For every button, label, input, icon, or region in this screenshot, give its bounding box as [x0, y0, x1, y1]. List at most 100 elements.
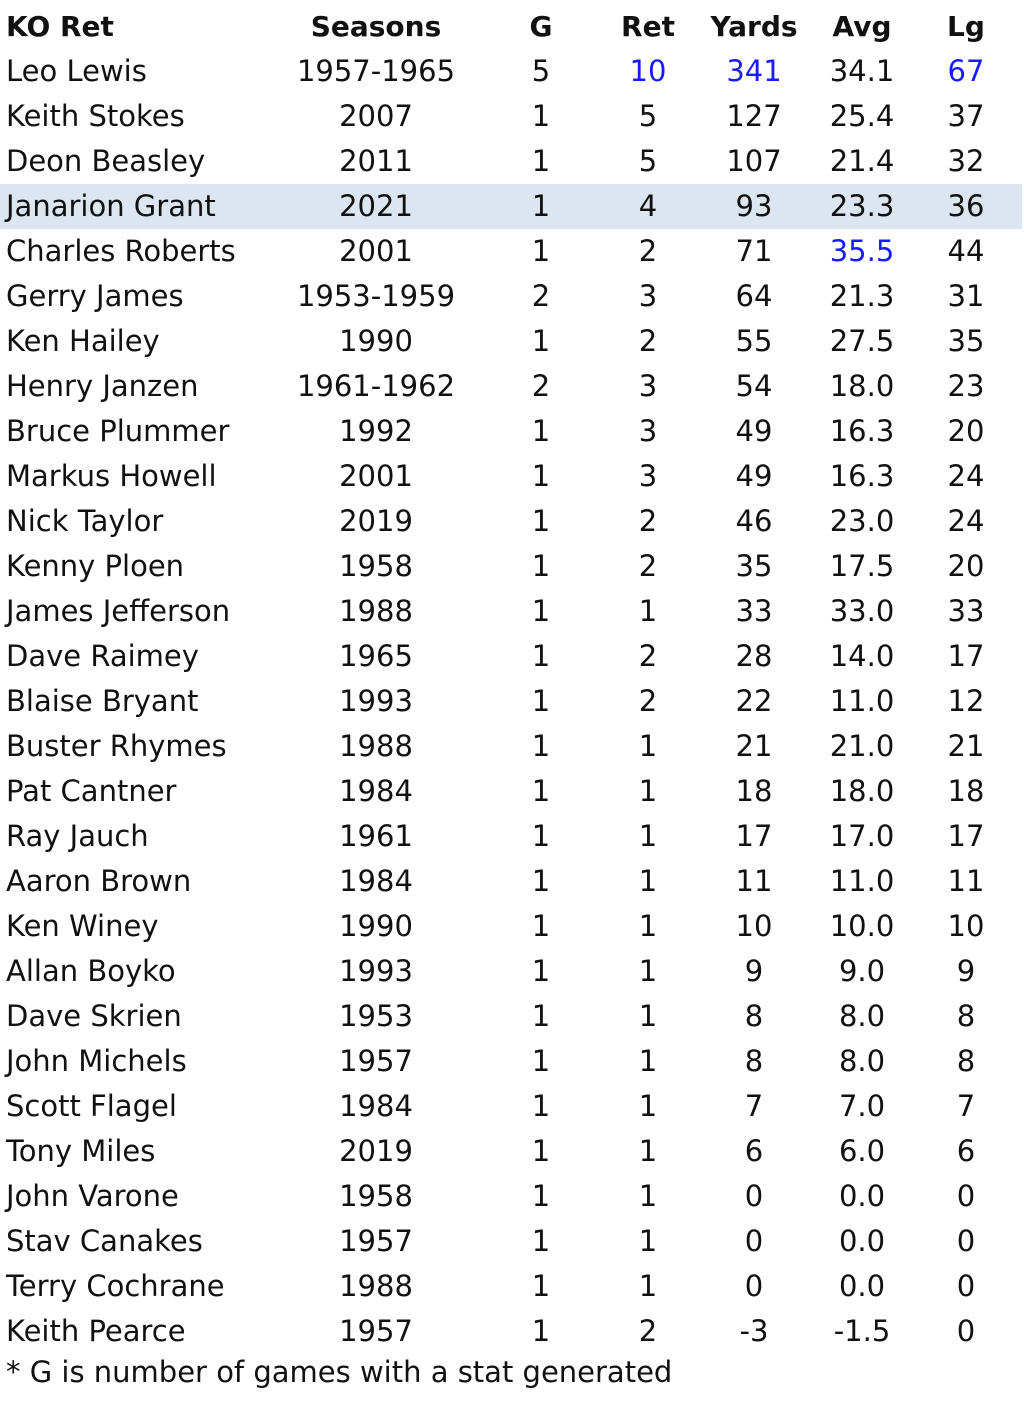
- games-cell: 1: [480, 994, 602, 1039]
- long-cell: 32: [910, 139, 1022, 184]
- long-cell: 20: [910, 409, 1022, 454]
- player-name: Kenny Ploen: [0, 544, 272, 589]
- header-avg: Avg: [832, 10, 892, 43]
- table-row: Keith Stokes 2007 1 5 127 25.4 37: [0, 94, 1022, 139]
- player-name: Pat Cantner: [0, 769, 272, 814]
- games-cell: 1: [480, 859, 602, 904]
- returns-cell: 1: [602, 1219, 694, 1264]
- yards-cell: 18: [694, 769, 814, 814]
- table-row: Aaron Brown 1984 1 1 11 11.0 11: [0, 859, 1022, 904]
- seasons-cell: 1993: [272, 949, 480, 994]
- table-row: Henry Janzen 1961-1962 2 3 54 18.0 23: [0, 364, 1022, 409]
- player-name: Blaise Bryant: [0, 679, 272, 724]
- player-name: Janarion Grant: [0, 184, 272, 229]
- header-g: G: [529, 10, 553, 43]
- seasons-cell: 1993: [272, 679, 480, 724]
- yards-cell: 0: [694, 1174, 814, 1219]
- table-body: Leo Lewis 1957-1965 5 10 341 34.1 67 Keith Stok…: [0, 49, 1022, 1354]
- games-cell: 1: [480, 229, 602, 274]
- yards-cell: 49: [694, 409, 814, 454]
- yards-cell: 35: [694, 544, 814, 589]
- games-cell: 5: [480, 49, 602, 94]
- table-row: Terry Cochrane 1988 1 1 0 0.0 0: [0, 1264, 1022, 1309]
- table-row: Allan Boyko 1993 1 1 9 9.0 9: [0, 949, 1022, 994]
- table-row: Buster Rhymes 1988 1 1 21 21.0 21: [0, 724, 1022, 769]
- games-cell: 1: [480, 1174, 602, 1219]
- seasons-cell: 1961: [272, 814, 480, 859]
- games-cell: 1: [480, 1084, 602, 1129]
- table-row: Nick Taylor 2019 1 2 46 23.0 24: [0, 499, 1022, 544]
- average-cell: 21.3: [814, 274, 910, 319]
- average-cell: 35.5: [814, 229, 910, 274]
- player-name: Ken Hailey: [0, 319, 272, 364]
- seasons-cell: 1990: [272, 904, 480, 949]
- player-name: Nick Taylor: [0, 499, 272, 544]
- games-cell: 1: [480, 904, 602, 949]
- table-row: Kenny Ploen 1958 1 2 35 17.5 20: [0, 544, 1022, 589]
- returns-cell: 5: [602, 94, 694, 139]
- long-cell: 12: [910, 679, 1022, 724]
- average-cell: 23.0: [814, 499, 910, 544]
- header-seasons: Seasons: [310, 10, 442, 43]
- average-cell: 8.0: [814, 994, 910, 1039]
- average-cell: 21.0: [814, 724, 910, 769]
- average-cell: 17.0: [814, 814, 910, 859]
- games-cell: 1: [480, 769, 602, 814]
- games-cell: 1: [480, 1309, 602, 1354]
- average-cell: 18.0: [814, 769, 910, 814]
- returns-cell: 3: [602, 274, 694, 319]
- table-row: Stav Canakes 1957 1 1 0 0.0 0: [0, 1219, 1022, 1264]
- returns-cell: 2: [602, 229, 694, 274]
- long-cell: 0: [910, 1174, 1022, 1219]
- games-cell: 1: [480, 454, 602, 499]
- player-name: Markus Howell: [0, 454, 272, 499]
- table-row: Charles Roberts 2001 1 2 71 35.5 44: [0, 229, 1022, 274]
- yards-cell: 8: [694, 994, 814, 1039]
- player-name: Henry Janzen: [0, 364, 272, 409]
- returns-cell: 5: [602, 139, 694, 184]
- yards-cell: -3: [694, 1309, 814, 1354]
- average-cell: 21.4: [814, 139, 910, 184]
- returns-cell: 1: [602, 904, 694, 949]
- seasons-cell: 1988: [272, 724, 480, 769]
- returns-cell: 2: [602, 544, 694, 589]
- player-name: Deon Beasley: [0, 139, 272, 184]
- yards-cell: 49: [694, 454, 814, 499]
- long-cell: 18: [910, 769, 1022, 814]
- seasons-cell: 2019: [272, 499, 480, 544]
- returns-cell: 1: [602, 814, 694, 859]
- returns-cell: 1: [602, 724, 694, 769]
- games-cell: 1: [480, 1129, 602, 1174]
- seasons-cell: 1957: [272, 1039, 480, 1084]
- seasons-cell: 1957-1965: [272, 49, 480, 94]
- average-cell: 34.1: [814, 49, 910, 94]
- table-row: Deon Beasley 2011 1 5 107 21.4 32: [0, 139, 1022, 184]
- yards-cell: 93: [694, 184, 814, 229]
- average-cell: 0.0: [814, 1264, 910, 1309]
- games-cell: 1: [480, 409, 602, 454]
- yards-cell: 55: [694, 319, 814, 364]
- seasons-cell: 1984: [272, 769, 480, 814]
- average-cell: 0.0: [814, 1174, 910, 1219]
- table-row: Scott Flagel 1984 1 1 7 7.0 7: [0, 1084, 1022, 1129]
- seasons-cell: 1958: [272, 544, 480, 589]
- yards-cell: 64: [694, 274, 814, 319]
- seasons-cell: 1992: [272, 409, 480, 454]
- table-row: Gerry James 1953-1959 2 3 64 21.3 31: [0, 274, 1022, 319]
- table-row: Dave Skrien 1953 1 1 8 8.0 8: [0, 994, 1022, 1039]
- seasons-cell: 2001: [272, 229, 480, 274]
- returns-cell: 2: [602, 679, 694, 724]
- seasons-cell: 1988: [272, 589, 480, 634]
- yards-cell: 71: [694, 229, 814, 274]
- long-cell: 0: [910, 1219, 1022, 1264]
- returns-cell: 1: [602, 1174, 694, 1219]
- games-cell: 1: [480, 724, 602, 769]
- returns-cell: 1: [602, 1039, 694, 1084]
- long-cell: 8: [910, 994, 1022, 1039]
- table-row: John Michels 1957 1 1 8 8.0 8: [0, 1039, 1022, 1084]
- seasons-cell: 2019: [272, 1129, 480, 1174]
- seasons-cell: 2021: [272, 184, 480, 229]
- returns-cell: 10: [602, 49, 694, 94]
- returns-cell: 1: [602, 769, 694, 814]
- seasons-cell: 1957: [272, 1309, 480, 1354]
